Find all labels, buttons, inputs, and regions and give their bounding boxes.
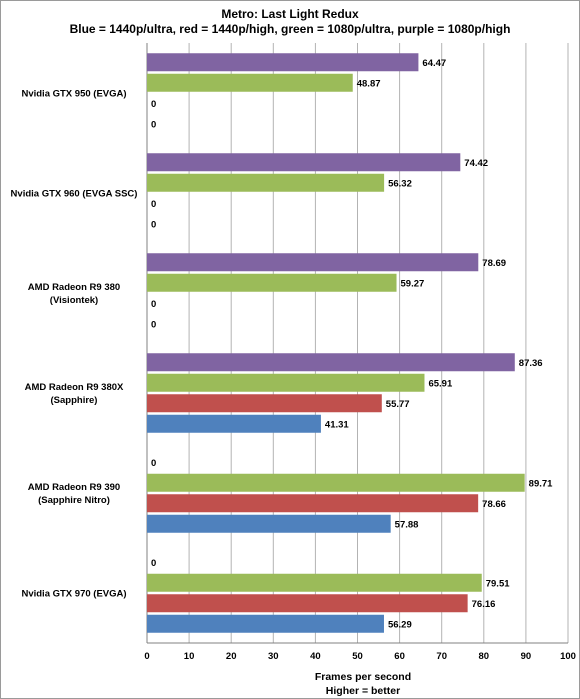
data-label: 0 — [151, 558, 156, 569]
data-label: 78.66 — [482, 499, 506, 510]
bar — [147, 153, 461, 172]
data-label: 55.77 — [386, 399, 410, 410]
category-label: AMD Radeon R9 380 (Visiontek) — [28, 282, 120, 306]
data-label: 41.31 — [325, 419, 349, 430]
x-tick-label: 100 — [560, 651, 576, 662]
x-axis-title: Frames per second — [315, 671, 411, 683]
data-label: 65.91 — [428, 378, 452, 389]
bar — [147, 473, 525, 492]
x-tick-label: 0 — [144, 651, 149, 662]
data-label: 87.36 — [519, 358, 543, 369]
data-label: 78.69 — [482, 258, 506, 269]
data-label: 0 — [151, 319, 156, 330]
x-tick-label: 10 — [184, 651, 195, 662]
data-label: 0 — [151, 99, 156, 110]
data-label: 79.51 — [486, 578, 510, 589]
chart-title: Metro: Last Light Redux — [221, 7, 359, 21]
x-axis-subtitle: Higher = better — [326, 685, 400, 697]
data-label: 0 — [151, 119, 156, 130]
bars-group: 64.47 48.87 0 0 74.42 56.32 0 0 78.69 59.27 0 0 87.3… — [147, 53, 553, 633]
bar — [147, 253, 479, 272]
category-label: Nvidia GTX 970 (EVGA) — [21, 589, 126, 600]
x-tick-label: 30 — [268, 651, 279, 662]
category-label: Nvidia GTX 950 (EVGA) — [21, 89, 126, 100]
bar — [147, 514, 391, 533]
chart-subtitle: Blue = 1440p/ultra, red = 1440p/high, gr… — [70, 22, 511, 36]
x-tick-label: 60 — [394, 651, 405, 662]
bar — [147, 573, 482, 592]
bar — [147, 273, 397, 292]
bar — [147, 394, 382, 413]
data-label: 0 — [151, 219, 156, 230]
data-label: 76.16 — [472, 599, 496, 610]
data-label: 0 — [151, 199, 156, 210]
data-label: 48.87 — [357, 78, 381, 89]
bar — [147, 594, 468, 613]
category-labels: Nvidia GTX 950 (EVGA) Nvidia GTX 960 (EVG… — [11, 89, 138, 600]
data-label: 74.42 — [464, 158, 488, 169]
bar — [147, 73, 353, 92]
gridlines — [146, 43, 569, 644]
x-tick-label: 90 — [521, 651, 532, 662]
bar — [147, 373, 425, 392]
category-label: Nvidia GTX 960 (EVGA SSC) — [11, 189, 138, 200]
x-tick-label: 80 — [479, 651, 490, 662]
x-tick-label: 40 — [310, 651, 321, 662]
data-label: 89.71 — [529, 478, 553, 489]
bar — [147, 173, 385, 192]
tick-labels: 0 10 20 30 40 50 60 70 80 90 100 — [144, 651, 576, 662]
category-label: AMD Radeon R9 390 (Sapphire Nitro) — [28, 482, 120, 506]
data-label: 64.47 — [422, 58, 446, 69]
bar — [147, 494, 479, 513]
x-tick-label: 50 — [352, 651, 363, 662]
x-tick-label: 70 — [436, 651, 447, 662]
data-label: 0 — [151, 458, 156, 469]
bar — [147, 614, 384, 633]
bar — [147, 53, 419, 72]
bar — [147, 353, 515, 372]
data-label: 59.27 — [401, 278, 425, 289]
data-label: 56.29 — [388, 619, 412, 630]
data-label: 0 — [151, 299, 156, 310]
data-label: 57.88 — [395, 519, 419, 530]
bar — [147, 414, 321, 433]
data-label: 56.32 — [388, 178, 412, 189]
x-tick-label: 20 — [226, 651, 237, 662]
category-label: AMD Radeon R9 380X (Sapphire) — [25, 382, 124, 406]
